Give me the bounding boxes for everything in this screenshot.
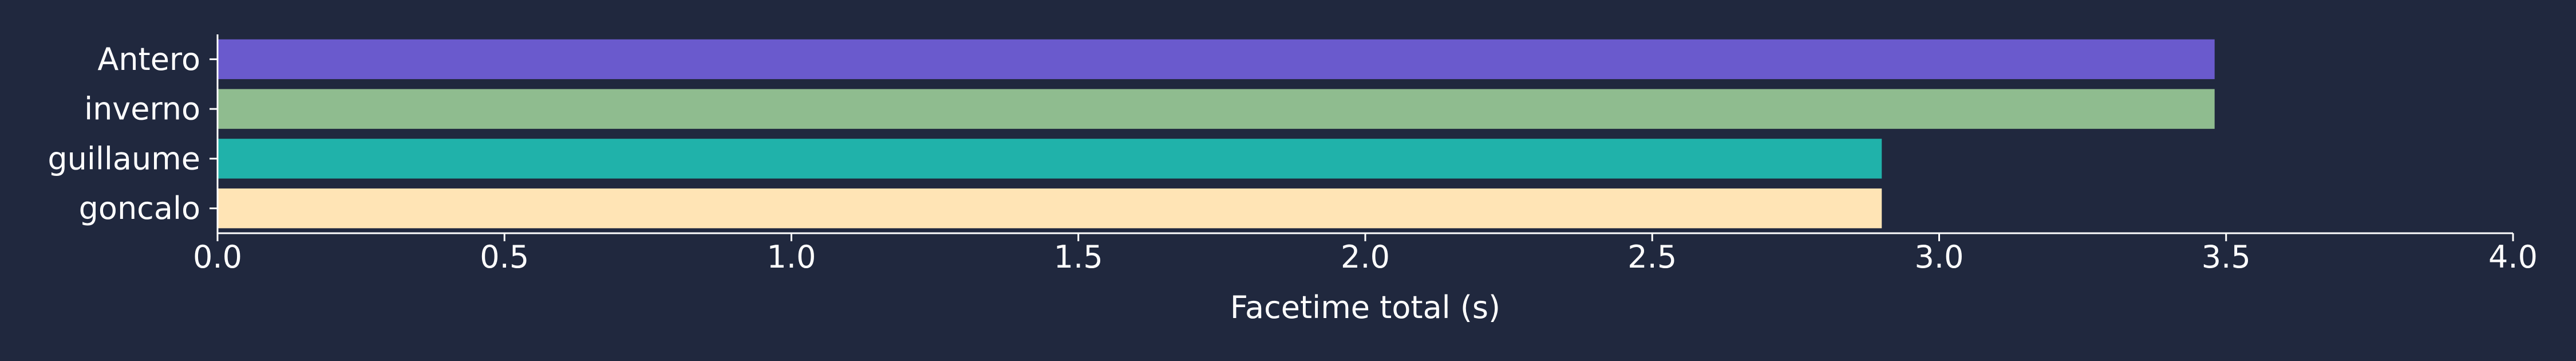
y-tick-label: Antero <box>97 41 200 77</box>
x-tick-label: 1.0 <box>767 239 816 275</box>
bar-goncalo <box>218 188 1882 229</box>
y-tick-label: guillaume <box>48 140 200 176</box>
x-tick-label: 3.5 <box>2202 239 2251 275</box>
bars-group <box>218 39 2215 229</box>
x-tick-label: 2.5 <box>1627 239 1677 275</box>
y-axis-labels: Antero inverno guillaume goncalo <box>48 41 218 226</box>
y-tick-label: goncalo <box>79 190 200 226</box>
x-tick-label: 2.0 <box>1341 239 1390 275</box>
x-axis-title: Facetime total (s) <box>1230 289 1500 325</box>
x-axis-ticks: 0.0 0.5 1.0 1.5 2.0 2.5 3.0 3.5 4.0 <box>193 233 2538 275</box>
x-tick-label: 0.0 <box>193 239 242 275</box>
bar-Antero <box>218 39 2215 80</box>
bar-guillaume <box>218 139 1882 179</box>
x-tick-label: 4.0 <box>2488 239 2538 275</box>
y-tick-label: inverno <box>84 91 200 127</box>
x-tick-label: 3.0 <box>1915 239 1964 275</box>
x-tick-label: 1.5 <box>1054 239 1103 275</box>
x-tick-label: 0.5 <box>480 239 529 275</box>
bar-inverno <box>218 89 2215 129</box>
